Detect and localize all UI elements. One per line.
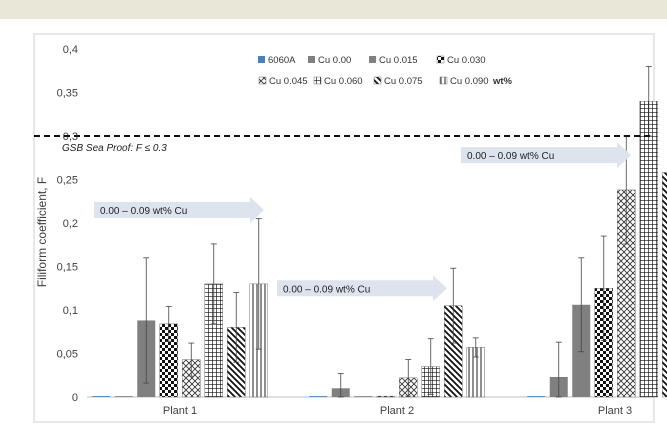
legend-label: Cu 0.030 xyxy=(447,55,486,66)
arrow-label: 0.00 – 0.09 wt% Cu xyxy=(100,206,187,217)
error-bar xyxy=(555,341,562,398)
error-bar xyxy=(188,342,195,377)
arrow-shape xyxy=(94,196,264,223)
legend-swatch xyxy=(439,76,448,85)
y-tick-label: 0,15 xyxy=(57,262,78,274)
y-axis-title: Filiform coefficient, F xyxy=(35,177,49,287)
x-category-label: Plant 2 xyxy=(380,405,414,417)
error-bar xyxy=(165,306,172,342)
legend-label: Cu 0.075 xyxy=(384,76,423,87)
arrow-label: 0.00 – 0.09 wt% Cu xyxy=(283,284,370,295)
y-tick-label: 0,4 xyxy=(63,44,78,56)
range-arrow: 0.00 – 0.09 wt% Cu xyxy=(461,142,631,169)
legend-swatch xyxy=(258,56,265,63)
bar xyxy=(92,396,111,397)
error-bar xyxy=(472,337,479,358)
bar xyxy=(376,395,395,398)
range-arrow: 0.00 – 0.09 wt% Cu xyxy=(277,275,447,302)
legend-swatch xyxy=(313,76,322,85)
legend-label: Cu 0.015 xyxy=(379,55,418,66)
arrow-shape xyxy=(277,275,447,302)
error-bar xyxy=(337,373,344,398)
error-bar xyxy=(450,267,457,344)
y-tick-label: 0,05 xyxy=(57,349,78,361)
arrow-shape xyxy=(461,142,631,169)
range-arrow: 0.00 – 0.09 wt% Cu xyxy=(94,196,264,223)
bar xyxy=(527,396,546,397)
bar xyxy=(309,396,328,397)
legend-label: Cu 0.090 xyxy=(450,76,489,87)
legend-item: Cu 0.030 xyxy=(436,55,486,66)
plot-frame xyxy=(33,33,655,423)
legend-item: Cu 0.060 xyxy=(313,76,363,87)
legend-item: Cu 0.045 xyxy=(258,76,308,87)
legend-item: 6060A xyxy=(258,55,296,66)
header-band xyxy=(0,0,667,19)
legend-unit: wt% xyxy=(492,76,513,87)
bar xyxy=(114,396,133,397)
error-bar xyxy=(578,257,585,353)
legend-label: Cu 0.060 xyxy=(324,76,363,87)
x-category-label: Plant 1 xyxy=(163,405,197,417)
error-bar xyxy=(405,359,412,397)
x-category-label: Plant 3 xyxy=(598,405,632,417)
bar xyxy=(354,396,373,397)
arrow-label: 0.00 – 0.09 wt% Cu xyxy=(467,151,554,162)
legend-swatch xyxy=(436,55,445,64)
legend-label: Cu 0.045 xyxy=(269,76,308,87)
legend-label: 6060A xyxy=(268,55,296,66)
legend-item: Cu 0.00 xyxy=(308,55,351,66)
y-tick-label: 0,3 xyxy=(63,131,78,143)
legend-label: Cu 0.00 xyxy=(318,55,351,66)
reference-line-label: GSB Sea Proof: F ≤ 0.3 xyxy=(62,143,167,154)
legend-item: Cu 0.090 xyxy=(439,76,489,87)
y-tick-label: 0,25 xyxy=(57,175,78,187)
bar xyxy=(639,100,658,398)
error-bar xyxy=(233,292,240,363)
error-bar xyxy=(427,338,434,395)
error-bar xyxy=(210,243,217,325)
error-bar xyxy=(143,257,150,384)
legend-swatch xyxy=(308,56,315,63)
y-axis-title-group: Filiform coefficient, F xyxy=(35,177,49,287)
bar xyxy=(662,172,667,398)
y-tick-label: 0,35 xyxy=(57,88,78,100)
y-tick-label: 0,2 xyxy=(63,218,78,230)
legend-item: Cu 0.075 xyxy=(373,76,423,87)
y-tick-label: 0,1 xyxy=(63,305,78,317)
legend-swatch xyxy=(369,56,376,63)
legend-swatch xyxy=(258,76,267,85)
error-bar xyxy=(255,218,262,350)
y-tick-label: 0 xyxy=(72,392,78,404)
legend-swatch xyxy=(373,76,382,85)
legend-item: Cu 0.015 xyxy=(369,55,418,66)
error-bar xyxy=(600,235,607,341)
